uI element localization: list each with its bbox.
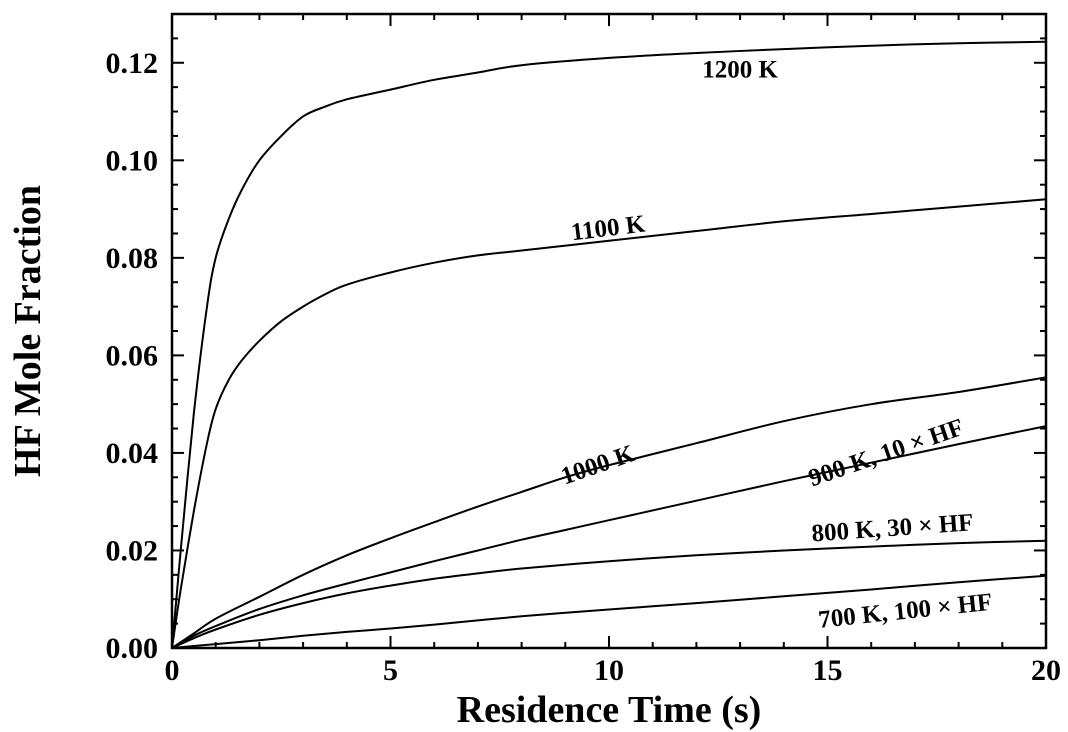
series-line [171, 539, 1047, 649]
x-tick-label: 10 [594, 654, 624, 687]
y-tick-label: 0.06 [106, 339, 159, 372]
x-tick-labels: 0 5 10 15 20 [165, 654, 1062, 687]
y-tick-label: 0.08 [106, 242, 159, 275]
series-line [171, 425, 1047, 649]
plot-frame [170, 12, 1048, 650]
y-tick-label: 0.10 [106, 144, 159, 177]
x-tick-label: 15 [813, 654, 843, 687]
series-line [171, 198, 1047, 649]
y-tick-label: 0.12 [106, 47, 159, 80]
x-tick-label: 5 [383, 654, 398, 687]
series-line [171, 40, 1047, 649]
y-tick-label: 0.02 [106, 534, 159, 567]
x-tick-label: 20 [1031, 654, 1061, 687]
series-line [171, 574, 1047, 649]
curve-label: 800 K, 30 × HF [811, 509, 975, 547]
curve-label: 700 K, 100 × HF [817, 589, 994, 634]
tick-marks [171, 13, 1047, 649]
x-tick-label: 0 [165, 654, 180, 687]
series-line [171, 376, 1047, 649]
y-tick-label: 0.00 [106, 632, 159, 665]
y-tick-labels: 0.00 0.02 0.04 0.06 0.08 0.10 0.12 [106, 47, 159, 665]
y-tick-label: 0.04 [106, 437, 159, 470]
series-curves [171, 40, 1047, 649]
curve-labels: 1200 K 1100 K 1000 K 900 K, 10 × HF 800 K, 3… [558, 56, 994, 633]
x-axis-title: Residence Time (s) [457, 689, 762, 731]
y-axis-title: HF Mole Fraction [7, 185, 49, 477]
curve-label: 1200 K [702, 56, 778, 83]
curve-label: 1000 K [558, 440, 639, 490]
curve-label: 900 K, 10 × HF [805, 414, 967, 492]
curve-label: 1100 K [570, 210, 648, 246]
